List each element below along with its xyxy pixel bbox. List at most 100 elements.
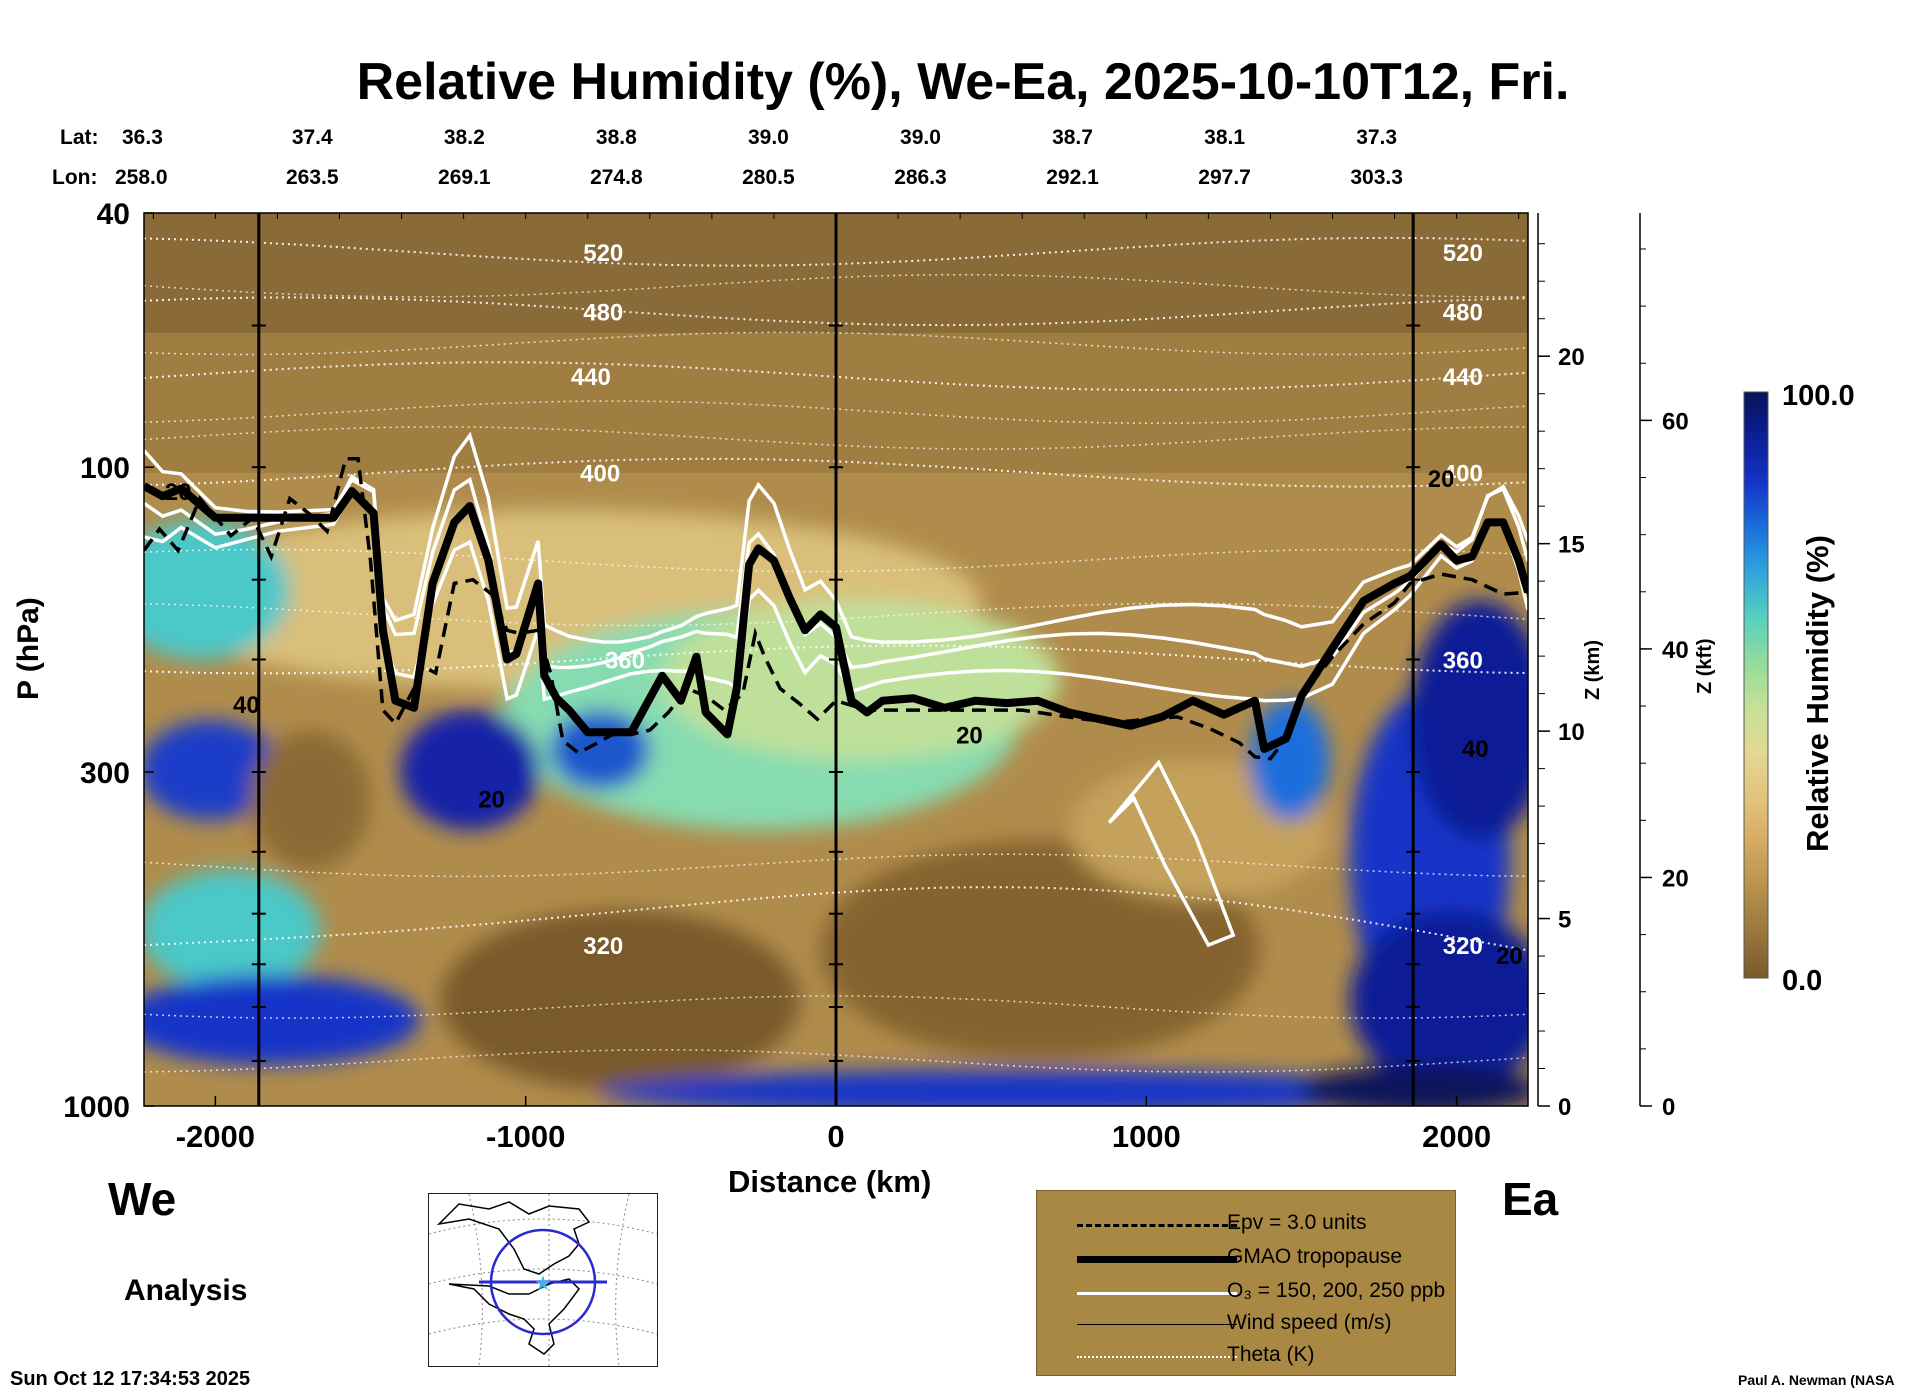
theta-label-right-520: 520 <box>1443 240 1483 267</box>
field-blob-cyan-low <box>144 870 320 990</box>
wind-label: 20 <box>1496 943 1523 970</box>
timestamp: Sun Oct 12 17:34:53 2025 <box>10 1368 251 1390</box>
lon-value: 297.7 <box>1198 166 1251 189</box>
epv-contour <box>144 457 1528 761</box>
legend-text-epv: Epv = 3.0 units <box>1227 1211 1367 1234</box>
lat-value: 38.1 <box>1204 126 1245 149</box>
z-km-tick-label: 5 <box>1558 907 1571 934</box>
z-km-tick-label: 10 <box>1558 719 1585 746</box>
lat-value: 38.7 <box>1052 126 1093 149</box>
field-blob-navy-right-low <box>1350 910 1528 1090</box>
west-label: We <box>108 1173 177 1225</box>
theta-label-right-320: 320 <box>1443 933 1483 960</box>
wind-label: 20 <box>165 479 192 506</box>
z-kft-tick-label: 0 <box>1662 1094 1675 1121</box>
z-km-tick-label: 20 <box>1558 344 1585 371</box>
pressure-axis: 40 100 300 1000 <box>63 198 154 1124</box>
z-kft-label: Z (kft) <box>1694 638 1716 694</box>
p-tick-label: 1000 <box>63 1091 130 1124</box>
colorbar-label: Relative Humidity (%) <box>1800 535 1835 852</box>
lon-value: 269.1 <box>438 166 491 189</box>
p-tick-label: 100 <box>80 452 130 485</box>
humidity-field <box>144 213 1528 1106</box>
lat-value: 38.8 <box>596 126 637 149</box>
x-tick-label: 1000 <box>1112 1119 1181 1154</box>
legend-swatch-ozone <box>1077 1292 1237 1295</box>
field-blob-blue-surface <box>600 1070 1440 1106</box>
legend-text-tropopause: GMAO tropopause <box>1227 1245 1403 1268</box>
tropopause-line <box>144 482 1528 753</box>
map-graticule-3 <box>429 1318 657 1335</box>
x-tick-label: 0 <box>827 1119 844 1154</box>
x-axis: -2000 -1000 0 1000 2000 <box>152 213 1520 1154</box>
field-blob-blue-right2 <box>1250 700 1330 820</box>
tropopause-polyline <box>144 482 1528 753</box>
map-graticule-2 <box>429 1268 657 1285</box>
lon-label: Lon: <box>52 166 97 189</box>
lat-value: 36.3 <box>122 126 163 149</box>
ozone-line-2 <box>144 474 1528 670</box>
theta-label-360: 360 <box>605 648 645 675</box>
lon-value: 274.8 <box>590 166 643 189</box>
lat-value: 37.3 <box>1356 126 1397 149</box>
map-graticule-6 <box>615 1194 630 1366</box>
wind-label: 20 <box>956 722 983 749</box>
lat-value: 39.0 <box>748 126 789 149</box>
colorbar-max-label: 100.0 <box>1782 380 1855 412</box>
analysis-label: Analysis <box>124 1274 248 1307</box>
epv-line <box>144 457 1528 761</box>
field-blob-brown-left <box>250 730 370 870</box>
x-tick-label: -1000 <box>486 1119 565 1154</box>
field-blob-brown-low <box>440 910 800 1090</box>
x-tick-label: 2000 <box>1422 1119 1491 1154</box>
legend-row-theta: Theta (K) <box>1037 1341 1455 1371</box>
map-center-star-icon: ★ <box>534 1273 552 1295</box>
theta-label-320: 320 <box>583 933 623 960</box>
z-km-label: Z (km) <box>1582 640 1604 700</box>
field-blob-blue-mid <box>400 710 540 830</box>
field-blob-yellowgreen <box>660 600 1060 760</box>
colorbar-min-label: 0.0 <box>1782 965 1822 997</box>
x-tick-label: -2000 <box>176 1119 255 1154</box>
z-kft-tick-label: 40 <box>1662 637 1689 664</box>
field-blob-navy-right <box>1410 600 1528 840</box>
legend-swatch-wind <box>1077 1324 1237 1325</box>
map-coast-north <box>436 1201 591 1275</box>
east-label: Ea <box>1502 1173 1559 1225</box>
field-blob-blue-low <box>144 975 420 1065</box>
vertical-markers <box>251 213 1421 1106</box>
colorbar <box>1743 391 1769 979</box>
lon-value: 292.1 <box>1046 166 1099 189</box>
lat-lon-header: Lat: Lon: 36.3 37.4 38.2 38.8 39.0 39.0 38.7 38.1… <box>52 126 1403 189</box>
field-blob-cyan-left <box>144 520 290 660</box>
z-km-tick-label: 15 <box>1558 532 1585 559</box>
lat-label: Lat: <box>60 126 99 149</box>
legend-swatch-theta <box>1077 1356 1237 1358</box>
z-km-tick-label: 0 <box>1558 1094 1571 1121</box>
z-kft-tick-label: 20 <box>1662 865 1689 892</box>
wind-label: 40 <box>1462 736 1489 763</box>
theta-label-520: 520 <box>583 240 623 267</box>
ozone-fold-contour <box>1107 759 1236 948</box>
map-graticule-4 <box>468 1194 483 1366</box>
locator-map: ★ <box>428 1193 658 1367</box>
lon-value: 258.0 <box>115 166 168 189</box>
legend-text-ozone: O₃ = 150, 200, 250 ppb <box>1227 1279 1446 1302</box>
legend-swatch-tropopause <box>1077 1256 1237 1263</box>
lon-value: 303.3 <box>1350 166 1403 189</box>
legend-row-tropopause: GMAO tropopause <box>1037 1243 1455 1273</box>
theta-label-480: 480 <box>583 299 623 326</box>
wind-label: 20 <box>478 786 505 813</box>
legend-swatch-epv <box>1077 1224 1237 1227</box>
legend-row-ozone: O₃ = 150, 200, 250 ppb <box>1037 1277 1455 1307</box>
lon-value: 286.3 <box>894 166 947 189</box>
theta-label-right-480: 480 <box>1443 299 1483 326</box>
p-tick-label: 40 <box>97 198 130 231</box>
theta-label-right-400: 400 <box>1443 461 1483 488</box>
z-kft-axis: 0 20 40 60 <box>1639 213 1689 1121</box>
z-km-axis: 0 5 10 15 20 <box>1537 213 1585 1121</box>
wind-label: 40 <box>233 692 260 719</box>
map-graticule-1 <box>429 1218 657 1235</box>
wind-label: 20 <box>1428 466 1455 493</box>
